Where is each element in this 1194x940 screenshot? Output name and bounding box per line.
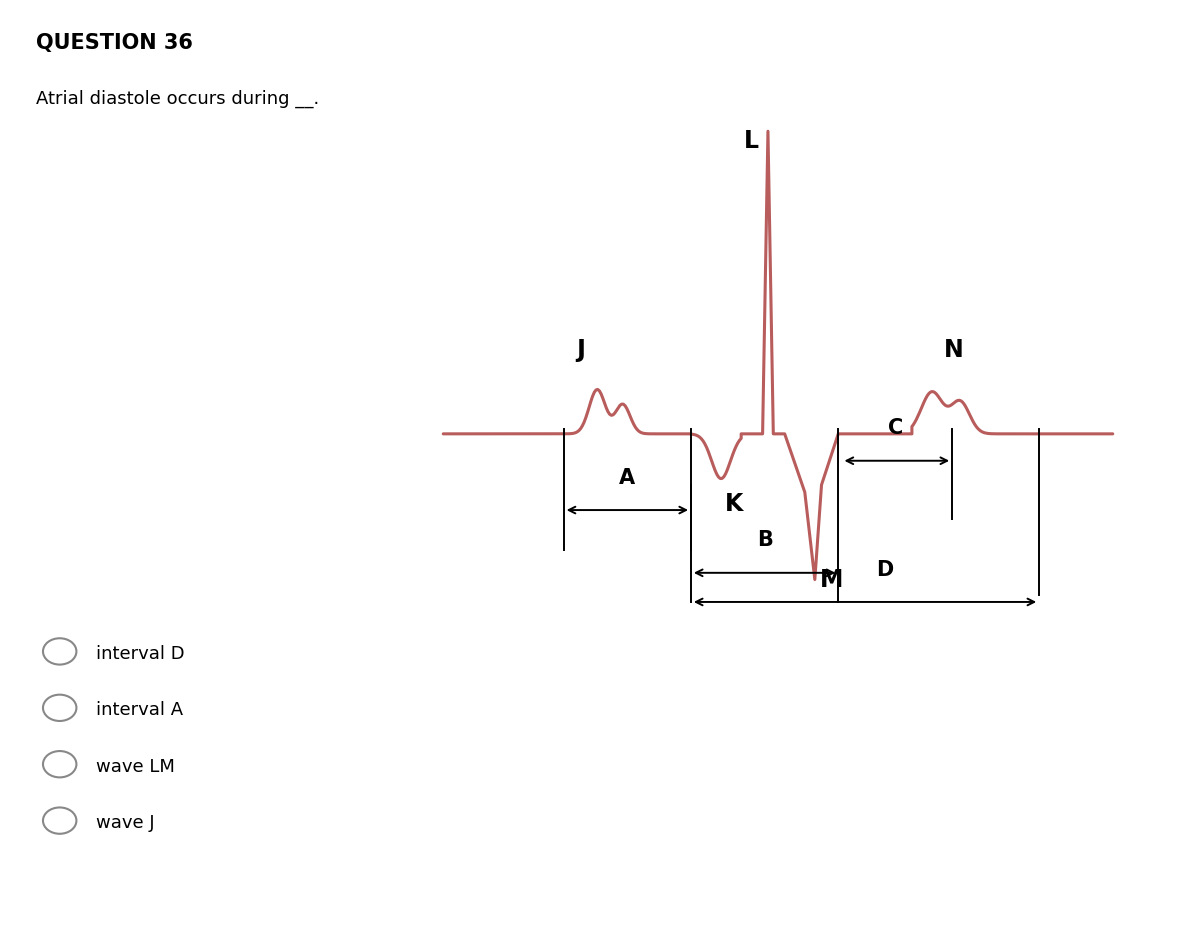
Text: L: L	[744, 129, 758, 153]
Text: D: D	[876, 559, 894, 580]
Text: M: M	[820, 569, 843, 592]
Text: interval A: interval A	[96, 701, 183, 719]
Text: wave LM: wave LM	[96, 758, 174, 776]
Text: B: B	[757, 530, 773, 551]
Text: K: K	[725, 493, 744, 516]
Text: A: A	[620, 467, 635, 488]
Text: Atrial diastole occurs during __.: Atrial diastole occurs during __.	[36, 89, 319, 107]
Text: C: C	[887, 418, 903, 438]
Text: wave J: wave J	[96, 814, 154, 832]
Text: J: J	[576, 338, 585, 362]
Text: QUESTION 36: QUESTION 36	[36, 33, 192, 53]
Text: interval D: interval D	[96, 645, 184, 663]
Text: N: N	[943, 338, 964, 362]
